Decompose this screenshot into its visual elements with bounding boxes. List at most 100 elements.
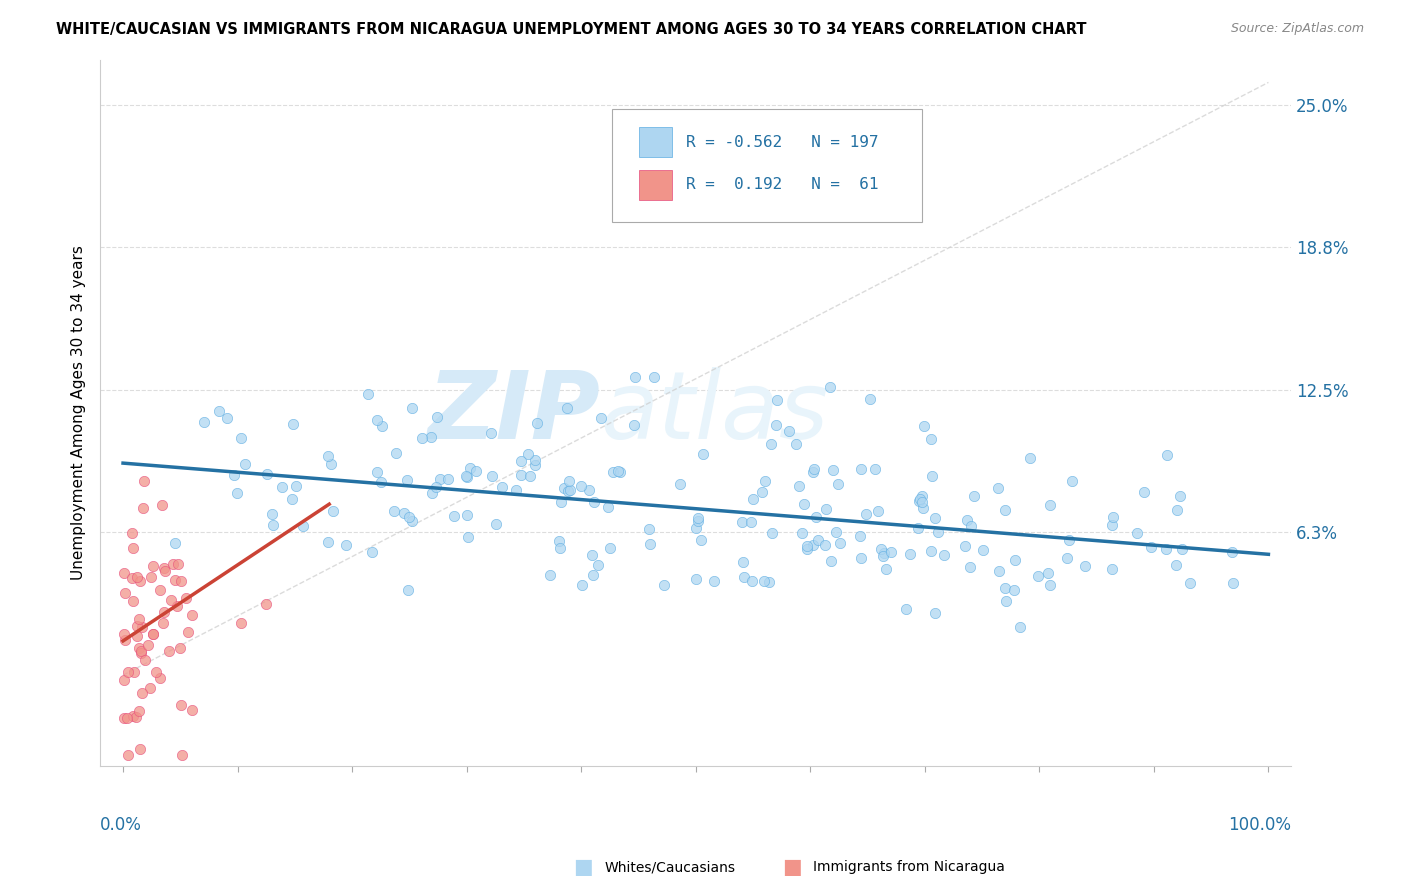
- Point: [142, 559, 165, 574]
- Y-axis label: Unemployment Among Ages 30 to 34 years: Unemployment Among Ages 30 to 34 years: [72, 245, 86, 581]
- Point: [170, 574, 193, 589]
- Point: [128, 704, 150, 718]
- Point: [139, 569, 162, 583]
- Point: [125, 629, 148, 643]
- Point: [848, 529, 870, 543]
- Point: [571, 578, 593, 592]
- Point: [370, 475, 392, 490]
- Point: [703, 574, 725, 588]
- Point: [149, 582, 172, 597]
- Point: [420, 485, 443, 500]
- Point: [166, 599, 188, 613]
- Point: [1140, 540, 1163, 554]
- Point: [429, 472, 451, 486]
- Point: [316, 449, 339, 463]
- Point: [401, 401, 423, 416]
- Point: [456, 469, 478, 483]
- Point: [335, 538, 357, 552]
- Point: [692, 447, 714, 461]
- Point: [322, 504, 344, 518]
- Point: [875, 562, 897, 576]
- Point: [638, 536, 661, 550]
- Point: [558, 474, 581, 488]
- Point: [796, 541, 818, 556]
- Point: [491, 480, 513, 494]
- Point: [924, 511, 946, 525]
- Point: [128, 612, 150, 626]
- Point: [821, 463, 844, 477]
- Point: [437, 472, 460, 486]
- Point: [523, 453, 546, 467]
- Point: [1018, 450, 1040, 465]
- Point: [170, 698, 193, 712]
- Point: [796, 539, 818, 553]
- Point: [443, 508, 465, 523]
- Point: [855, 507, 877, 521]
- Point: [229, 431, 252, 445]
- Point: [134, 652, 156, 666]
- Point: [152, 616, 174, 631]
- Point: [910, 491, 932, 506]
- Point: [149, 671, 172, 685]
- Point: [260, 507, 283, 521]
- Point: [599, 541, 621, 556]
- Point: [994, 594, 1017, 608]
- Point: [457, 530, 479, 544]
- Point: [742, 491, 765, 506]
- Point: [685, 520, 707, 534]
- Point: [458, 461, 481, 475]
- Point: [125, 569, 148, 583]
- Text: ■: ■: [782, 857, 801, 877]
- Point: [129, 574, 152, 589]
- Point: [167, 557, 190, 571]
- Point: [115, 711, 138, 725]
- Point: [733, 555, 755, 569]
- Point: [208, 404, 231, 418]
- Point: [129, 644, 152, 658]
- Point: [142, 626, 165, 640]
- Point: [396, 583, 419, 598]
- Point: [994, 502, 1017, 516]
- Text: Immigrants from Nicaragua: Immigrants from Nicaragua: [813, 860, 1004, 874]
- Point: [830, 535, 852, 549]
- Point: [825, 524, 848, 539]
- Point: [150, 498, 173, 512]
- Point: [548, 541, 571, 555]
- Point: [803, 462, 825, 476]
- Point: [233, 457, 256, 471]
- Point: [785, 437, 807, 451]
- Point: [420, 430, 443, 444]
- Point: [911, 489, 934, 503]
- Point: [555, 401, 578, 416]
- Point: [921, 468, 943, 483]
- Point: [866, 504, 889, 518]
- Point: [801, 538, 824, 552]
- Point: [1222, 576, 1244, 591]
- Point: [766, 392, 789, 407]
- Point: [231, 615, 253, 630]
- Point: [558, 483, 581, 497]
- Point: [792, 525, 814, 540]
- Point: [523, 458, 546, 472]
- Point: [972, 542, 994, 557]
- Point: [741, 574, 763, 588]
- Text: Whites/Caucasians: Whites/Caucasians: [605, 860, 735, 874]
- Point: [1074, 559, 1097, 574]
- Point: [538, 568, 561, 582]
- Point: [686, 514, 709, 528]
- Point: [1060, 474, 1083, 488]
- Point: [623, 417, 645, 432]
- Point: [128, 641, 150, 656]
- Point: [1101, 518, 1123, 533]
- Text: WHITE/CAUCASIAN VS IMMIGRANTS FROM NICARAGUA UNEMPLOYMENT AMONG AGES 30 TO 34 YE: WHITE/CAUCASIAN VS IMMIGRANTS FROM NICAR…: [56, 22, 1087, 37]
- Point: [395, 473, 418, 487]
- Point: [956, 513, 979, 527]
- Point: [606, 464, 628, 478]
- Point: [1166, 558, 1188, 572]
- Point: [778, 424, 800, 438]
- Point: [153, 605, 176, 619]
- Point: [849, 551, 872, 566]
- Point: [411, 431, 433, 445]
- Point: [169, 641, 191, 656]
- Point: [256, 467, 278, 481]
